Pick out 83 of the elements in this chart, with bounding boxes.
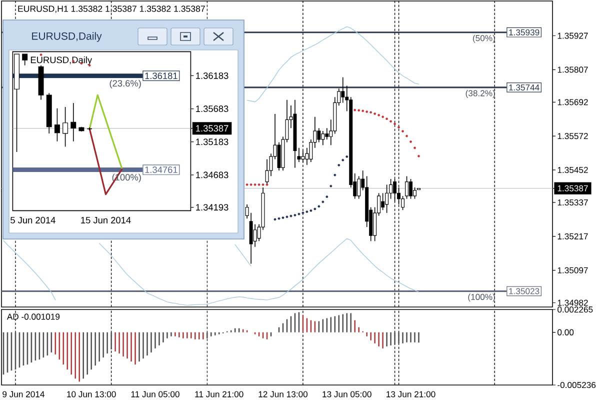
- point: [254, 183, 256, 186]
- ref-line-label: 1.35023: [509, 288, 540, 294]
- candlestick: [381, 192, 385, 210]
- point: [262, 183, 264, 186]
- y-tick-label: 1.35452: [558, 166, 588, 174]
- point: [310, 209, 312, 212]
- line-series: [234, 244, 252, 266]
- y-tick-label: 1.34683: [196, 172, 228, 178]
- x-tick-label: 9 Jun 2014: [2, 391, 44, 398]
- ref-line-label: 1.34761: [145, 166, 178, 174]
- candlestick: [409, 178, 412, 200]
- candlestick: [385, 184, 389, 214]
- point: [334, 174, 336, 176]
- candlestick: [253, 224, 257, 248]
- y-tick-label: 1.35387: [196, 125, 228, 132]
- y-tick-label: 1.35807: [558, 66, 588, 73]
- y-tick-label: 1.35927: [558, 32, 588, 39]
- point: [370, 111, 372, 114]
- point: [278, 217, 280, 220]
- candlestick: [405, 176, 409, 200]
- y-tick-label: 1.34982: [558, 300, 588, 306]
- point: [314, 208, 316, 210]
- candlestick: [317, 128, 321, 143]
- y-tick-label: 1.34193: [196, 204, 228, 211]
- line-series: [88, 94, 123, 170]
- y-tick-label: 1.35217: [558, 233, 588, 240]
- point: [346, 155, 348, 158]
- candlestick: [54, 108, 60, 142]
- y-tick-label: 1.36183: [196, 72, 228, 79]
- point: [358, 109, 360, 112]
- point: [246, 183, 248, 186]
- point: [274, 218, 276, 221]
- candlestick: [70, 102, 76, 142]
- point: [298, 212, 300, 216]
- candlestick: [22, 54, 28, 66]
- candlestick: [357, 176, 361, 200]
- point: [330, 184, 332, 188]
- candlestick: [62, 106, 68, 148]
- chart-title: EURUSD,Daily: [32, 32, 102, 42]
- point: [354, 108, 356, 112]
- annotation: (100%): [468, 294, 495, 302]
- point: [382, 116, 384, 118]
- ref-line-label: 1.36181: [145, 72, 178, 80]
- chart-subtitle: EURUSD,Daily: [30, 56, 92, 65]
- x-tick-label: 13 Jun 21:00: [386, 391, 436, 398]
- point: [338, 164, 340, 166]
- chart-title: EURUSD,H1 1.35382 1.35387 1.35382 1.35387: [18, 6, 205, 13]
- x-tick-label: 15 Jun 2014: [81, 216, 131, 224]
- chart-title: AD -0.001019: [6, 314, 60, 320]
- candlestick: [321, 130, 325, 146]
- y-tick-label: 1.35183: [196, 138, 228, 146]
- y-tick-label: 1.35387: [558, 185, 588, 192]
- point: [326, 196, 328, 198]
- point: [290, 214, 292, 218]
- point: [386, 118, 388, 120]
- annotation: (50%): [473, 34, 495, 43]
- y-tick-label: 1.35683: [196, 106, 228, 112]
- point: [266, 183, 268, 186]
- x-tick-label: 5 Jun 2014: [10, 216, 56, 224]
- candlestick: [401, 196, 405, 210]
- ref-line-label: 1.35744: [509, 84, 540, 90]
- y-tick-label: 0.00: [558, 329, 574, 336]
- x-tick-label: 10 Jun 13:00: [67, 391, 116, 398]
- annotation: (23.6%): [110, 80, 141, 88]
- point: [250, 183, 252, 186]
- candlestick: [341, 76, 345, 104]
- point: [362, 110, 364, 112]
- x-tick-label: 11 Jun 21:00: [195, 391, 244, 398]
- annotation: (38.2%): [466, 90, 495, 98]
- ref-line-label: 1.35939: [509, 29, 540, 36]
- y-tick-label: 1.35097: [558, 267, 588, 274]
- point: [342, 158, 344, 162]
- point: [286, 216, 288, 218]
- point: [258, 183, 260, 186]
- y-tick-label: 0.002265: [558, 306, 593, 313]
- x-tick-label: 11 Jun 05:00: [131, 391, 180, 398]
- y-tick-label: -0.005236: [558, 382, 596, 388]
- y-tick-label: 1.35692: [558, 99, 588, 106]
- x-tick-label: 12 Jun 13:00: [258, 391, 308, 398]
- x-tick-label: 13 Jun 05:00: [322, 391, 372, 398]
- y-tick-label: 1.35337: [558, 199, 588, 206]
- candlestick: [325, 128, 329, 140]
- y-tick-label: 1.35572: [558, 133, 588, 140]
